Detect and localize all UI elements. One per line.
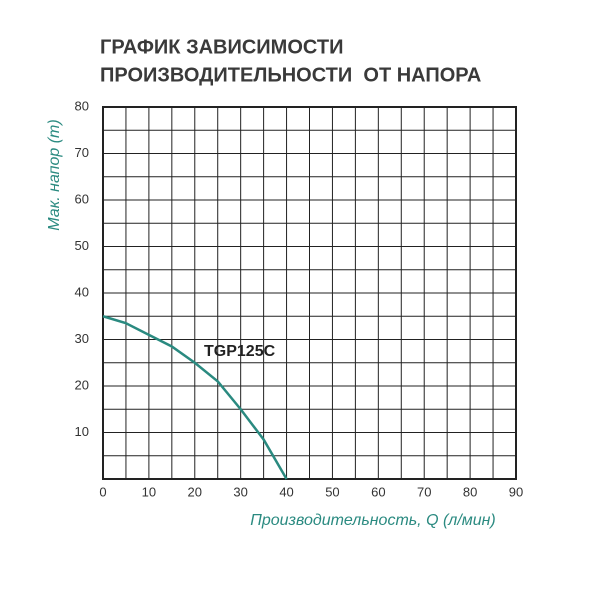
x-tick-label: 50 <box>325 484 339 499</box>
y-tick-label: 20 <box>75 377 89 392</box>
x-tick-label: 90 <box>509 484 523 499</box>
x-tick-label: 20 <box>188 484 202 499</box>
y-tick-label: 80 <box>75 98 89 113</box>
x-axis-label: Производительность, Q (л/мин) <box>250 512 496 529</box>
y-tick-label: 30 <box>75 331 89 346</box>
x-tick-label: 10 <box>142 484 156 499</box>
x-tick-label: 80 <box>463 484 477 499</box>
y-tick-label: 40 <box>75 284 89 299</box>
x-tick-label: 40 <box>279 484 293 499</box>
x-tick-label: 30 <box>233 484 247 499</box>
x-tick-label: 70 <box>417 484 431 499</box>
x-tick-label: 60 <box>371 484 385 499</box>
plot-frame <box>102 106 517 480</box>
annotation: TGP125C <box>204 343 276 360</box>
y-tick-label: 10 <box>75 424 89 439</box>
x-tick-label: 0 <box>99 484 106 499</box>
y-tick-label: 60 <box>75 191 89 206</box>
y-axis-label: Мак. напор (m) <box>46 119 63 230</box>
chart-title: ПРОИЗВОДИТЕЛЬНОСТИ ОТ НАПОРА <box>100 64 481 86</box>
data-line <box>102 315 288 480</box>
y-tick-label: 70 <box>75 145 89 160</box>
chart-title: ГРАФИК ЗАВИСИМОСТИ <box>100 36 343 58</box>
y-tick-label: 50 <box>75 238 89 253</box>
